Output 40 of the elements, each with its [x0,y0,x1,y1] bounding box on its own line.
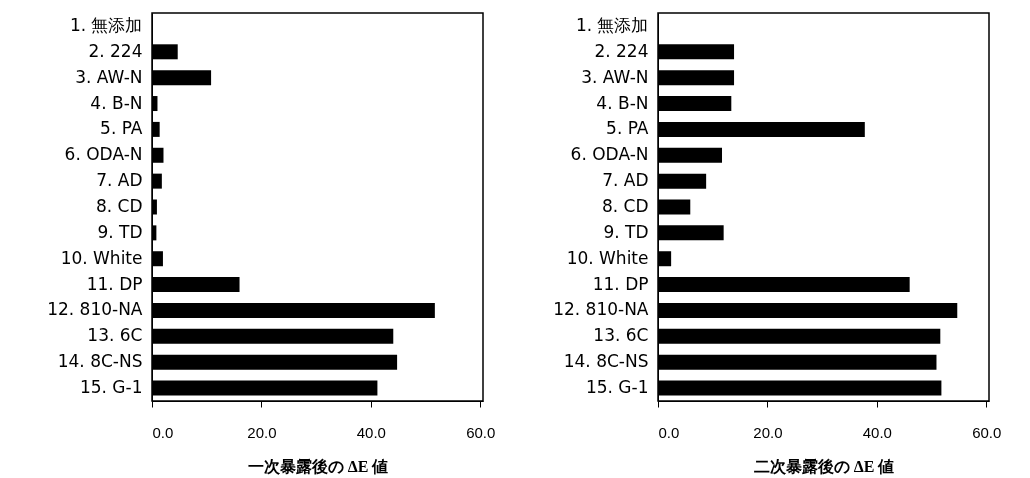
y-tick-label: 13. 6C [593,325,649,346]
y-tick-label: 15. G-1 [585,377,649,398]
y-tick-label: 15. G-1 [79,377,143,398]
y-tick-label: 1. 無添加 [69,14,143,35]
x-tick-label: 0.0 [658,423,680,441]
y-tick-label: 10. White [60,247,143,268]
x-tick-label: 20.0 [753,423,783,441]
y-tick-label: 7. AD [96,170,143,191]
y-tick-label: 12. 810-NA [47,299,143,320]
y-tick-label: 8. CD [601,196,649,216]
y-tick-label: 1. 無添加 [575,14,649,35]
y-tick-label: 6. ODA-N [570,144,649,165]
x-tick-label: 40.0 [862,423,892,441]
y-tick-label: 3. AW-N [75,66,143,87]
x-tick-label: 20.0 [247,423,277,441]
y-tick-label: 5. PA [606,118,649,139]
x-tick-label: 40.0 [356,423,386,441]
y-tick-label: 11. DP [592,273,649,294]
y-tick-label: 14. 8C-NS [57,351,143,372]
y-tick-label: 4. B-N [596,92,649,113]
y-tick-label: 9. TD [97,221,143,242]
y-tick-label: 2. 224 [88,40,143,61]
x-axis-title: 一次暴露後の ΔE 値 [247,457,389,475]
y-tick-label: 12. 810-NA [553,299,649,320]
y-tick-label: 10. White [566,247,649,268]
y-tick-label: 4. B-N [90,92,143,113]
y-tick-label: 11. DP [86,273,143,294]
x-tick-label: 60.0 [972,423,1002,441]
y-tick-label: 7. AD [602,170,649,191]
y-tick-label: 13. 6C [87,325,143,346]
x-tick-label: 60.0 [466,423,496,441]
x-tick-label: 0.0 [152,423,174,441]
y-tick-label: 9. TD [603,221,649,242]
y-tick-label: 8. CD [95,196,143,216]
y-tick-label: 14. 8C-NS [563,351,649,372]
x-axis-title: 二次暴露後の ΔE 値 [753,457,895,475]
y-tick-label: 3. AW-N [581,66,649,87]
y-tick-label: 5. PA [100,118,143,139]
y-tick-label: 6. ODA-N [64,144,143,165]
y-tick-label: 2. 224 [594,40,649,61]
